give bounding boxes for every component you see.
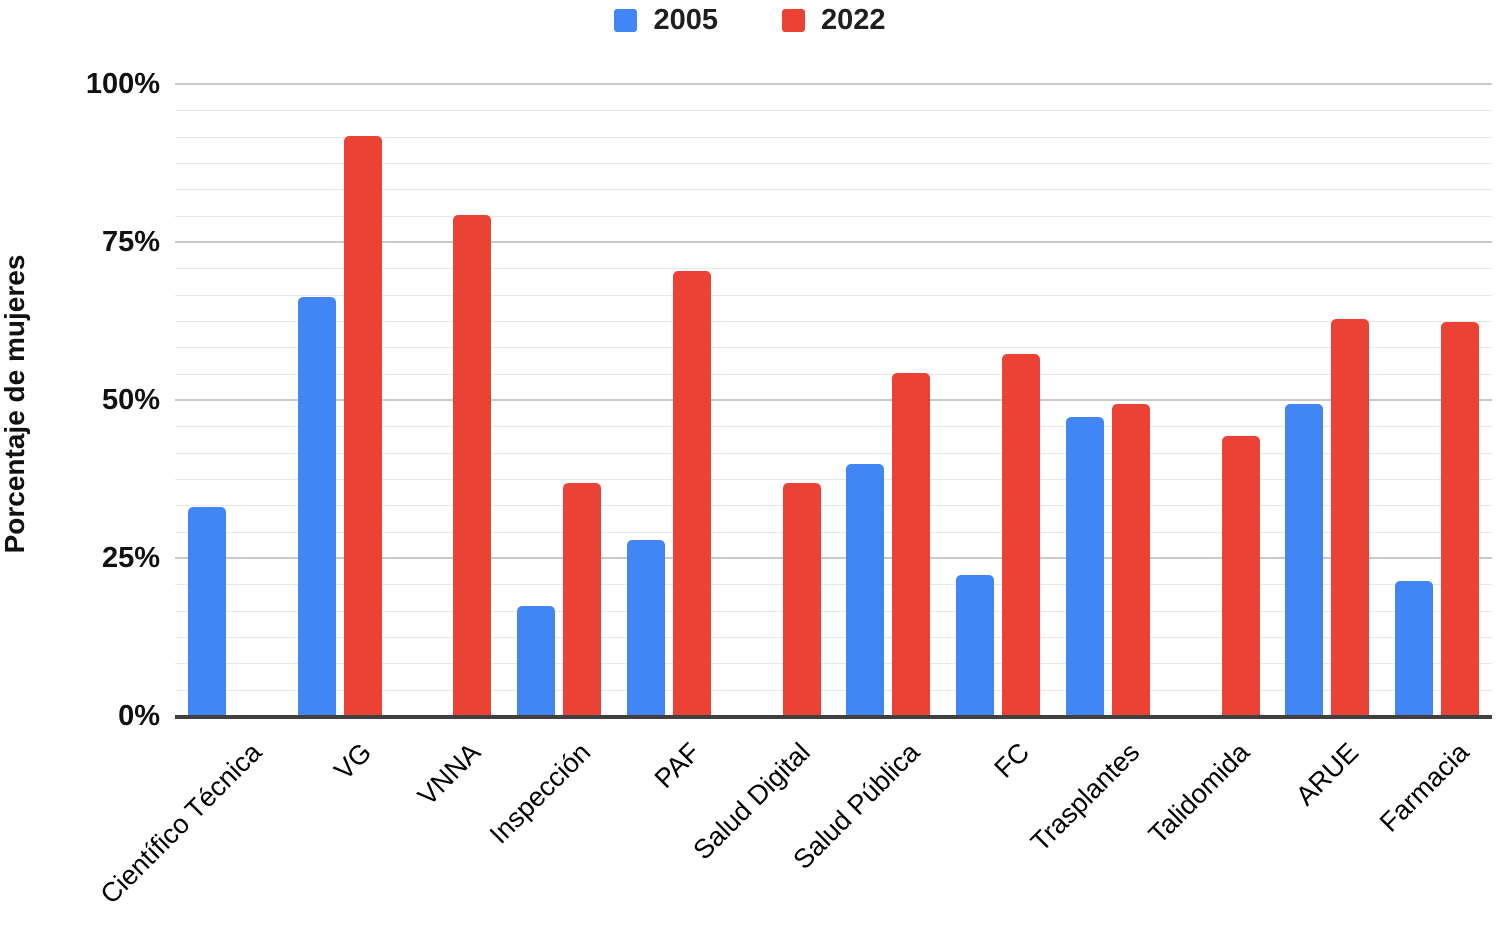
bar-2022-arue (1331, 318, 1370, 717)
legend-swatch-2022 (782, 8, 805, 32)
y-tick-label-75: 75% (101, 226, 160, 258)
minor-gridline (175, 610, 1492, 612)
minor-gridline (175, 163, 1492, 164)
x-label-arue: ARUE (1290, 737, 1365, 812)
minor-gridline (175, 268, 1492, 270)
minor-gridline (175, 373, 1492, 375)
bar-2022-vnna (453, 214, 492, 717)
minor-gridline (175, 505, 1492, 507)
bar-2022-trasplantes (1111, 404, 1150, 717)
chart-legend: 2005 2022 (0, 2, 1500, 38)
legend-swatch-2005 (614, 8, 638, 32)
minor-gridline (175, 321, 1492, 322)
bar-2022-salud-digital (782, 483, 821, 717)
x-label-vg: VG (328, 737, 377, 786)
minor-gridline (175, 426, 1492, 428)
minor-gridline (175, 452, 1492, 454)
x-label-paf: PAF (649, 737, 707, 794)
bar-2005-inspección (517, 606, 556, 717)
plot-area: Científico Técnica VG VNNA Inspección PAF Sal… (94, 83, 1492, 910)
bar-2022-inspección (563, 483, 602, 717)
x-label-farmacia: Farmacia (1373, 737, 1475, 838)
bar-2022-talidomida (1221, 435, 1260, 717)
x-label-fc: FC (988, 737, 1036, 784)
major-gridline (175, 83, 1492, 85)
minor-gridline (175, 637, 1492, 638)
minor-gridline (175, 347, 1492, 349)
bar-2022-fc (1002, 353, 1041, 717)
bar-2005-científico-técnica (187, 506, 226, 717)
y-tick-label-25: 25% (101, 542, 160, 574)
y-tick-label-0: 0% (118, 700, 160, 732)
y-tick-label-50: 50% (101, 384, 160, 416)
x-axis-line (175, 715, 1492, 719)
legend-item-2005: 2005 (614, 4, 718, 37)
bar-2005-paf (626, 540, 665, 717)
bar-2005-vg (297, 296, 336, 717)
major-gridline (175, 399, 1492, 401)
minor-gridline (175, 294, 1492, 296)
x-label-vnna: VNNA (412, 737, 487, 812)
major-gridline (175, 241, 1492, 243)
bar-2005-fc (956, 574, 995, 717)
minor-gridline (175, 189, 1492, 191)
minor-gridline (175, 136, 1492, 138)
bar-2022-salud-pública (892, 372, 931, 717)
minor-gridline (175, 110, 1492, 112)
legend-item-2022: 2022 (782, 4, 886, 37)
major-gridline (175, 557, 1492, 559)
bar-2005-farmacia (1395, 581, 1434, 717)
minor-gridline (175, 479, 1492, 480)
minor-gridline (175, 584, 1492, 586)
bar-2022-paf (672, 271, 711, 717)
y-tick-label-100: 100% (85, 68, 160, 100)
legend-label-2022: 2022 (821, 3, 886, 36)
bar-2005-arue (1285, 404, 1324, 717)
minor-gridline (175, 531, 1492, 533)
x-label-inspección: Inspección (483, 737, 597, 850)
minor-gridline (175, 663, 1492, 665)
bar-2005-salud-pública (846, 464, 885, 717)
x-label-científico-técnica: Científico Técnica (94, 737, 268, 910)
bar-2022-vg (343, 135, 382, 717)
bar-2022-farmacia (1441, 322, 1480, 717)
legend-label-2005: 2005 (653, 3, 718, 36)
x-label-talidomida: Talidomida (1142, 737, 1255, 850)
x-label-trasplantes: Trasplantes (1024, 737, 1146, 858)
minor-gridline (175, 689, 1492, 691)
minor-gridline (175, 215, 1492, 217)
bar-2005-trasplantes (1065, 416, 1104, 717)
